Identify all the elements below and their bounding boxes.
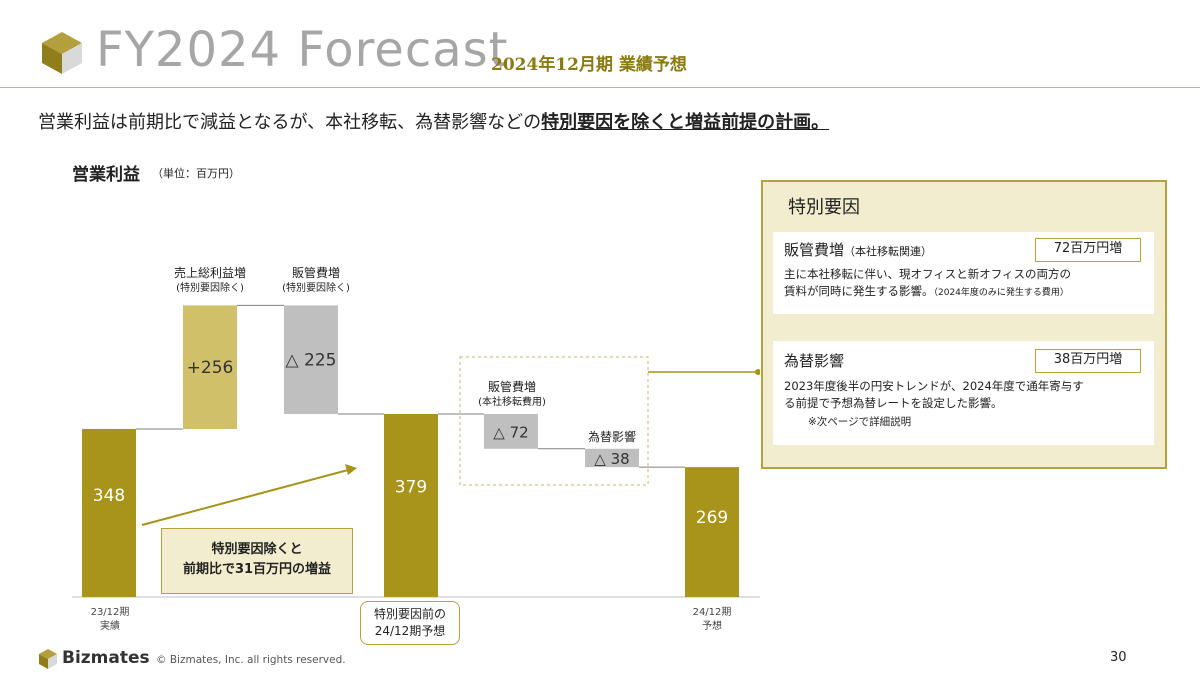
factor-body-sga: 主に本社移転に伴い、現オフィスと新オフィスの両方の 賃料が同時に発生する影響。（… <box>784 266 1150 302</box>
waterfall-chart: 348 +256 △ 225 379 △ 72 △ 38 269 <box>72 304 760 598</box>
factor-card-sga: 販管費増（本社移転関連） 72百万円増 主に本社移転に伴い、現オフィスと新オフィ… <box>773 232 1154 314</box>
factor-body-sga-2: 賃料が同時に発生する影響。 <box>784 284 934 298</box>
page-number: 30 <box>1110 650 1127 665</box>
bar-value-0: 348 <box>93 486 125 506</box>
sublabel-sga: (特別要因除く) <box>282 283 350 294</box>
x-label-pre-special-2: 24/12期予想 <box>374 624 446 638</box>
panel-title: 特別要因 <box>788 197 860 218</box>
bar-6 <box>685 467 739 597</box>
page-title: FY2024 Forecast <box>96 22 509 78</box>
factor-amount-fx: 38百万円増 <box>1035 349 1141 373</box>
x-label-fy24-1: 24/12期 <box>692 607 732 618</box>
footer-logo-icon <box>39 649 57 669</box>
bar-value-1: +256 <box>187 358 234 378</box>
trend-arrow-head <box>345 464 357 475</box>
bar-value-4: △ 72 <box>493 423 528 441</box>
lead-emphasis: 特別要因を除くと増益前提の計画。 <box>541 112 830 133</box>
bars-group: 348 +256 △ 225 379 △ 72 △ 38 269 <box>82 305 739 597</box>
panel-connector-dot <box>755 369 760 375</box>
bar-0 <box>82 428 136 597</box>
factor-title-sga: 販管費増（本社移転関連） <box>784 239 932 260</box>
connector-lines <box>136 304 685 468</box>
logo-cube-icon <box>42 32 82 74</box>
page-subtitle: 2024年12月期 業績予想 <box>491 55 687 75</box>
factor-body-sga-1: 主に本社移転に伴い、現オフィスと新オフィスの両方の <box>784 267 1072 281</box>
bar-value-2: △ 225 <box>286 351 337 371</box>
factor-title-fx: 為替影響 <box>784 352 845 370</box>
factor-title-sga-main: 販管費増 <box>784 241 845 259</box>
bar-value-5: △ 38 <box>594 450 629 468</box>
label-hq-relocation: 販管費増 <box>487 380 536 394</box>
lead-sentence: 営業利益は前期比で減益となるが、本社移転、為替影響などの特別要因を除くと増益前提… <box>38 108 829 134</box>
lead-text: 営業利益は前期比で減益となるが、本社移転、為替影響などの <box>38 112 542 133</box>
factor-body-fx: 2023年度後半の円安トレンドが、2024年度で通年寄与す る前提で予想為替レー… <box>784 378 1150 431</box>
chart-title: 営業利益 <box>72 165 140 185</box>
factor-body-sga-note: （2024年度のみに発生する費用） <box>933 288 1069 298</box>
sublabel-gross-profit: (特別要因除く) <box>176 283 244 294</box>
chart-unit: （単位：百万円） <box>152 167 240 180</box>
callout-box: 特別要因除くと 前期比で31百万円の増益 <box>161 528 353 594</box>
factor-title-sga-sub: （本社移転関連） <box>844 245 933 258</box>
x-label-fy23-2: 実績 <box>100 621 120 632</box>
trend-arrow <box>141 469 349 526</box>
x-label-pre-special-1: 特別要因前の <box>373 607 446 621</box>
bar-1 <box>183 305 237 429</box>
x-label-fy23-1: 23/12期 <box>90 607 130 618</box>
factor-amount-sga: 72百万円増 <box>1035 238 1141 262</box>
footer-brand: Bizmates <box>62 648 150 668</box>
x-label-fy24-2: 予想 <box>702 621 722 632</box>
bar-value-3: 379 <box>395 478 427 498</box>
bar-3 <box>384 414 438 597</box>
bar-4 <box>484 414 538 449</box>
sublabel-hq-relocation: (本社移転費用) <box>478 397 546 408</box>
special-factors-box <box>459 356 649 486</box>
factor-body-fx-2: る前提で予想為替レートを設定した影響。 <box>784 396 1003 410</box>
label-sga: 販管費増 <box>291 266 340 280</box>
callout-line-2: 前期比で31百万円の増益 <box>182 562 332 577</box>
label-gross-profit: 売上総利益増 <box>173 266 246 280</box>
bar-value-6: 269 <box>696 508 728 528</box>
factor-card-fx: 為替影響 38百万円増 2023年度後半の円安トレンドが、2024年度で通年寄与… <box>773 341 1154 445</box>
factor-body-fx-1: 2023年度後半の円安トレンドが、2024年度で通年寄与す <box>784 379 1084 393</box>
factor-body-fx-note: ※次ページで詳細説明 <box>808 416 912 428</box>
x-label-pre-special: 特別要因前の 24/12期予想 <box>360 601 460 645</box>
callout-line-1: 特別要因除くと <box>211 542 303 557</box>
bar-2 <box>284 305 338 415</box>
footer-copyright: © Bizmates, Inc. all rights reserved. <box>156 654 346 666</box>
label-fx-impact: 為替影響 <box>587 430 636 444</box>
header-divider <box>0 87 1200 88</box>
bar-5 <box>585 448 639 468</box>
